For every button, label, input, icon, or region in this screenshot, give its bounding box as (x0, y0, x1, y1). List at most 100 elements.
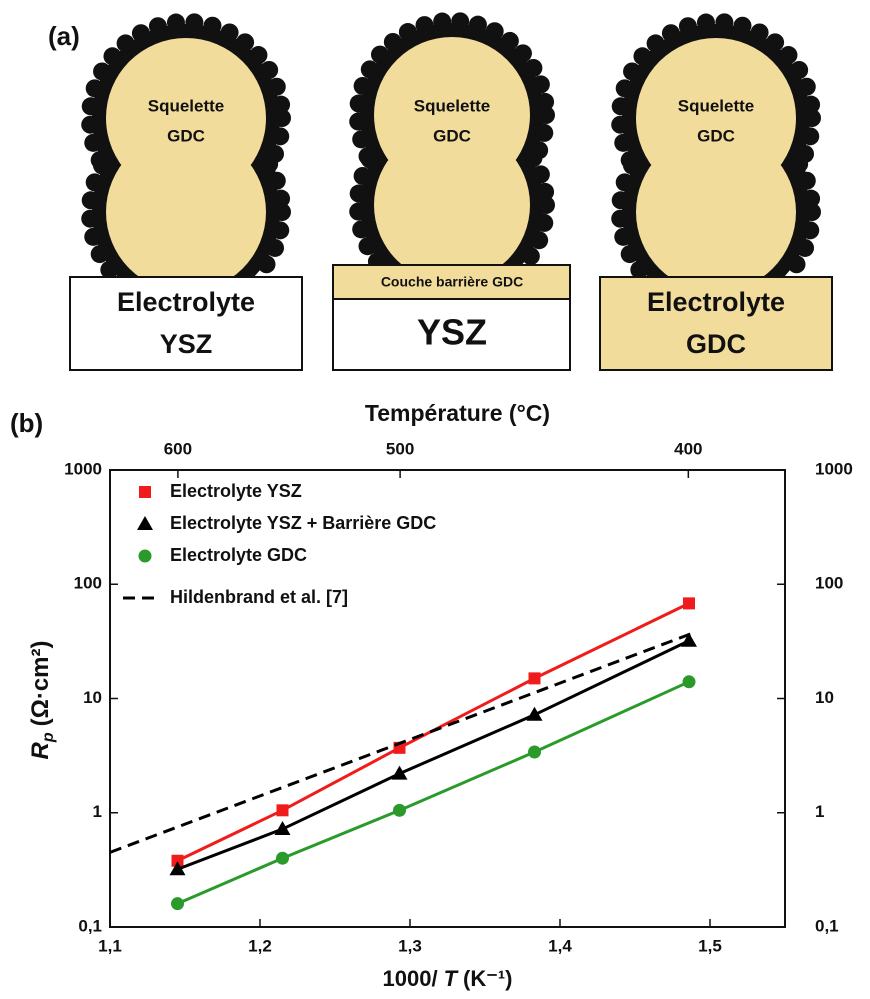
legend-label: Electrolyte GDC (170, 545, 307, 565)
y-axis-title-part: (Ω·cm²) (27, 640, 54, 726)
barrier-layer (332, 264, 571, 300)
coating-grain (267, 171, 286, 190)
coating-grain (611, 191, 630, 210)
coating-grain (257, 255, 276, 274)
coating-grain (85, 79, 104, 98)
coating-grain (352, 220, 371, 239)
coating-grain (803, 203, 821, 221)
coating-grain (678, 17, 697, 36)
data-point (682, 675, 696, 689)
coating-grain (90, 245, 109, 264)
coating-grain (750, 23, 769, 42)
data-point (528, 745, 541, 759)
coating-grain (116, 34, 135, 53)
coating-grain (358, 237, 377, 256)
panel-label: (a) (48, 21, 80, 51)
coating-grain (521, 247, 540, 266)
y2-tick-label: 1 (815, 802, 824, 821)
y2-tick-label: 100 (815, 574, 843, 593)
y-axis-title-part: R (27, 742, 54, 760)
coating-grain (620, 245, 639, 264)
coating-grain (220, 23, 239, 42)
coating-grain (623, 62, 642, 81)
x2-tick-label: 600 (164, 439, 192, 458)
coating-grain (433, 12, 452, 31)
coating-grain (715, 13, 734, 32)
coating-grain (614, 133, 633, 152)
data-point (171, 897, 184, 911)
particle (374, 127, 530, 283)
coating-grain (611, 115, 630, 134)
particle-label: GDC (697, 126, 735, 145)
x2-axis-title: Température (°C) (365, 400, 550, 426)
coating-grain (271, 221, 290, 240)
x-axis-title-part: 1000/ (383, 966, 438, 991)
x-axis-title-part: (K⁻¹) (463, 966, 512, 991)
data-point (276, 851, 289, 865)
coating-grain (93, 156, 112, 175)
coating-grain (451, 12, 470, 31)
legend-marker (137, 516, 153, 530)
coating-grain (93, 62, 112, 81)
coating-grain (803, 109, 821, 127)
y-tick-label: 1000 (64, 459, 102, 478)
coating-grain (353, 166, 372, 185)
coating-grain (696, 13, 715, 32)
particle (106, 132, 266, 292)
coating-grain (185, 13, 204, 32)
coating-grain (166, 13, 185, 32)
coating-grain (84, 133, 103, 152)
coating-grain (615, 173, 634, 192)
coating-grain (260, 155, 279, 173)
coating-grain (537, 196, 555, 214)
y-tick-label: 10 (83, 688, 102, 707)
x-axis-title: 1000/T (K⁻¹) (383, 966, 513, 991)
particle-label: Squelette (414, 96, 491, 115)
coating-grain (733, 16, 752, 35)
coating-grain (646, 34, 665, 53)
coating-grain (360, 60, 379, 79)
coating-grain (266, 238, 285, 257)
base-label: YSZ (160, 329, 213, 359)
particle-label: GDC (433, 126, 471, 145)
coating-grain (790, 61, 809, 79)
coating-grain (802, 95, 821, 114)
series-line (109, 630, 696, 854)
coating-grain (611, 209, 630, 228)
coating-grain (766, 33, 785, 52)
coating-grain (633, 47, 652, 66)
coating-grain (360, 150, 379, 169)
barrier-label: Couche barrière GDC (381, 274, 523, 290)
data-point (683, 597, 695, 610)
coating-grain (370, 45, 389, 64)
x-tick-label: 1,2 (248, 936, 272, 955)
y-axis-title-part: p (40, 732, 57, 743)
x-tick-label: 1,4 (548, 936, 572, 955)
coating-grain (530, 231, 549, 250)
coating-grain (249, 46, 268, 65)
coating-grain (485, 22, 504, 41)
coating-grain (353, 76, 372, 95)
legend-label: Electrolyte YSZ + Barrière GDC (170, 513, 436, 533)
y-tick-label: 100 (74, 574, 102, 593)
x2-tick-label: 400 (674, 439, 702, 458)
coating-grain (131, 24, 150, 43)
coating-grain (267, 77, 286, 96)
base-label: YSZ (417, 312, 487, 353)
coating-grain (536, 92, 555, 111)
coating-grain (349, 112, 368, 131)
coating-grain (85, 173, 104, 192)
coating-grain (802, 189, 821, 208)
data-point (393, 803, 406, 817)
coating-grain (271, 127, 290, 146)
base-label: Electrolyte (117, 287, 255, 317)
data-point (274, 821, 291, 836)
x-tick-label: 1,3 (398, 936, 422, 955)
coating-grain (531, 75, 550, 94)
diagram: (a) Squelette GDC Electrolyte YSZ Squelette G… (48, 12, 833, 371)
coating-grain (260, 61, 279, 79)
coating-grain (398, 23, 417, 42)
data-point (526, 706, 543, 721)
